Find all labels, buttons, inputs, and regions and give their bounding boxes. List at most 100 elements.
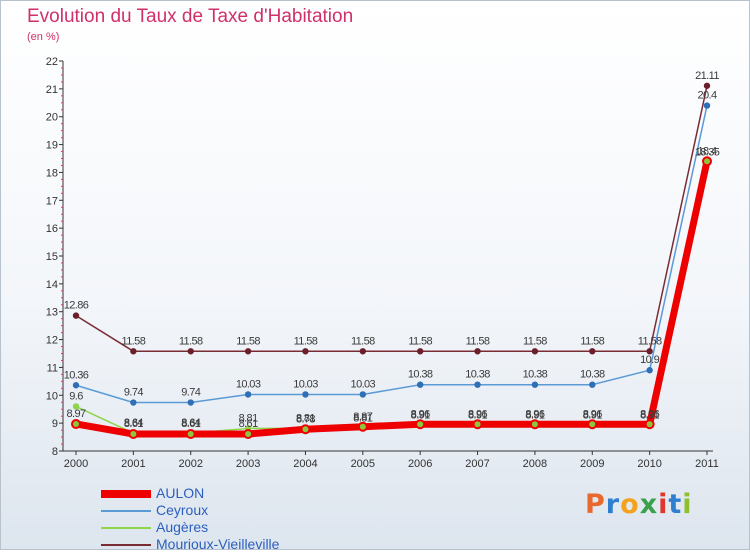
data-point <box>130 348 137 355</box>
data-point <box>646 348 653 355</box>
data-label: 9.6 <box>69 390 83 402</box>
data-label: 8.64 <box>124 417 143 429</box>
data-label: 8.91 <box>411 410 430 422</box>
data-label: 10.38 <box>580 369 605 381</box>
data-point <box>474 348 481 355</box>
proxiti-logo: Proxiti <box>585 489 693 520</box>
y-tick-label: 10 <box>46 390 58 402</box>
data-label: 18.4 <box>697 145 716 157</box>
data-label: 11.58 <box>638 335 662 347</box>
data-point <box>130 399 137 406</box>
data-label: 10.38 <box>523 369 548 381</box>
chart-title: Evolution du Taux de Taxe d'Habitation <box>27 6 354 27</box>
data-point <box>302 391 309 398</box>
data-point <box>474 381 481 388</box>
data-point <box>589 381 596 388</box>
data-point <box>417 421 424 428</box>
x-tick-label: 2011 <box>695 458 719 470</box>
logo-letter: x <box>639 489 659 520</box>
data-label: 8.91 <box>468 410 487 422</box>
data-label: 8.87 <box>353 411 372 423</box>
y-tick-label: 21 <box>46 84 58 96</box>
data-point <box>416 348 424 355</box>
y-tick-label: 18 <box>46 167 58 179</box>
data-point <box>531 381 539 388</box>
logo-letter: r <box>605 489 621 520</box>
data-label: 9.74 <box>181 387 200 399</box>
logo-letter: P <box>585 489 606 520</box>
legend-label: AULON <box>156 485 205 501</box>
data-point <box>359 348 367 355</box>
data-label: 10.38 <box>408 369 433 381</box>
data-label: 11.58 <box>294 335 318 347</box>
data-label: 11.58 <box>408 335 432 347</box>
data-label: 8.96 <box>525 408 544 420</box>
data-label: 8.61 <box>124 418 143 430</box>
data-label: 8.81 <box>353 412 372 424</box>
data-label: 8.61 <box>239 418 258 430</box>
y-tick-label: 17 <box>46 195 58 207</box>
data-point <box>646 421 653 428</box>
data-label: 8.97 <box>66 408 85 420</box>
y-tick-label: 22 <box>46 56 58 68</box>
data-point <box>416 381 424 388</box>
series-line-0 <box>72 157 711 438</box>
data-label: 8.96 <box>640 408 659 420</box>
data-point <box>187 431 194 438</box>
x-tick-label: 2003 <box>236 458 260 470</box>
data-point <box>244 391 252 398</box>
data-label: 9.74 <box>124 387 143 399</box>
x-tick-label: 2009 <box>580 458 604 470</box>
chart-subtitle: (en %) <box>27 31 60 43</box>
series-line-2 <box>75 161 708 434</box>
x-tick-label: 2010 <box>637 458 661 470</box>
y-tick-label: 14 <box>46 279 58 291</box>
y-tick-label: 8 <box>52 446 58 458</box>
legend-swatch <box>101 527 151 529</box>
data-label: 11.58 <box>523 335 547 347</box>
data-label: 10.03 <box>236 378 261 390</box>
x-tick-label: 2005 <box>351 458 375 470</box>
data-label: 11.58 <box>466 335 490 347</box>
data-label: 8.81 <box>296 412 315 424</box>
data-label: 20.4 <box>697 90 716 102</box>
data-point <box>302 348 309 355</box>
y-tick-label: 12 <box>46 335 58 347</box>
y-tick-label: 9 <box>52 418 58 430</box>
y-tick-label: 20 <box>46 112 58 124</box>
data-point <box>703 82 711 89</box>
y-tick-label: 16 <box>46 223 58 235</box>
data-label: 10.03 <box>351 378 376 390</box>
legend-swatch <box>101 490 151 498</box>
data-point <box>130 431 137 438</box>
data-point <box>72 312 80 319</box>
x-tick-label: 2004 <box>293 458 317 470</box>
data-label: 11.58 <box>236 335 260 347</box>
data-label: 10.36 <box>64 369 89 381</box>
data-point <box>359 391 367 398</box>
data-label: 8.96 <box>411 408 430 420</box>
y-tick-label: 15 <box>46 251 58 263</box>
legend-label: Mourioux-Vieilleville <box>156 536 280 552</box>
logo-letter: o <box>620 489 640 520</box>
data-point <box>187 399 194 406</box>
data-label: 8.96 <box>468 408 487 420</box>
x-tick-label: 2002 <box>178 458 202 470</box>
series-line-3 <box>75 85 708 353</box>
data-point <box>245 431 252 438</box>
legend-label: Ceyroux <box>156 502 209 518</box>
logo-letter: t <box>668 489 683 520</box>
data-label: 11.58 <box>351 335 375 347</box>
legend-label: Augères <box>156 519 209 535</box>
x-tick-label: 2006 <box>408 458 432 470</box>
data-label: 12.86 <box>64 300 89 312</box>
data-label: 18.35 <box>695 147 720 159</box>
legend-swatch <box>101 544 151 546</box>
data-point <box>474 421 481 428</box>
y-tick-label: 11 <box>47 362 58 374</box>
data-point <box>302 426 309 433</box>
data-label: 8.91 <box>640 410 659 422</box>
data-point <box>72 403 80 410</box>
x-tick-label: 2007 <box>465 458 489 470</box>
logo-letter: i <box>682 489 693 520</box>
